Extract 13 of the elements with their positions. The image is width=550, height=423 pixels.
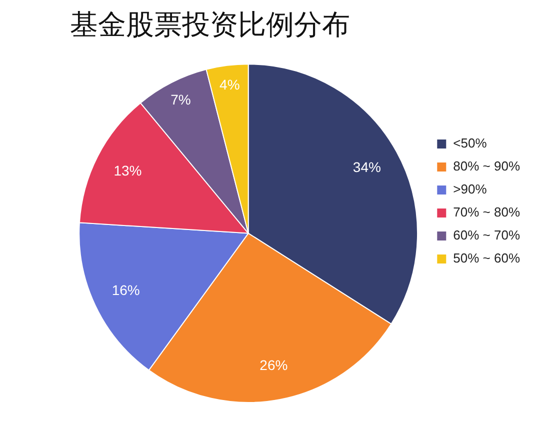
data-label: 34% [352,158,381,175]
legend-label: 60% ~ 70% [453,228,520,243]
legend-label: >90% [453,182,488,197]
data-label: 26% [260,357,288,374]
data-label: 13% [114,162,142,179]
data-label: 4% [220,76,240,92]
legend-label: 80% ~ 90% [453,158,520,174]
data-label: 16% [112,282,140,298]
legend-label: 50% ~ 60% [453,250,520,266]
data-label: 7% [170,91,191,108]
legend-label: 70% ~ 80% [453,204,520,220]
chart-title: 基金股票投资比例分布 [70,8,350,42]
legend-label: <50% [453,136,488,151]
